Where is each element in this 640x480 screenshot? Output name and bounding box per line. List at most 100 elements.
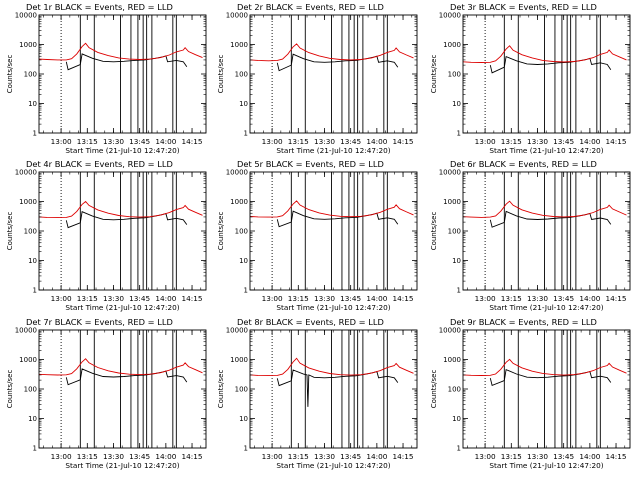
x-tick-label: 13:00 [262,137,283,146]
y-tick-label: 10000 [15,12,37,20]
x-tick-label: 14:00 [579,137,600,146]
x-tick-label: 13:15 [501,137,522,146]
y-tick-label: 10000 [226,169,248,177]
y-axis-label: Counts/sec [6,55,14,94]
y-tick-label: 100 [448,71,461,79]
events-series-line [65,53,188,71]
y-axis-label: Counts/sec [6,370,14,409]
x-tick-label: 13:15 [77,452,98,461]
x-tick-label: 14:15 [606,294,627,303]
plot-frame [38,171,207,291]
detector-panel-7: Det 7r BLACK = Events, RED = LLD Counts/s… [6,317,207,470]
detector-panel-6: Det 6r BLACK = Events, RED = LLD Counts/s… [430,159,631,312]
x-tick-label: 13:15 [501,294,522,303]
lld-series-line [462,358,627,376]
x-tick-label: 13:15 [77,294,98,303]
plot-frame [462,171,631,291]
x-tick-label: 13:30 [314,452,335,461]
y-tick-label: 1000 [443,198,461,206]
y-tick-label: 1 [33,130,37,138]
y-tick-label: 1 [244,287,248,295]
y-axis-label: Counts/sec [430,212,438,251]
y-tick-label: 1000 [19,41,37,49]
x-tick-label: 14:00 [155,452,176,461]
events-series-line [65,211,188,229]
lld-series-line [462,45,627,63]
x-tick-label: 13:15 [501,452,522,461]
y-tick-label: 10000 [226,12,248,20]
y-axis-label: Counts/sec [430,55,438,94]
panel-title: Det 8r BLACK = Events, RED = LLD [237,317,384,327]
y-tick-label: 10 [239,100,248,108]
detector-panel-4: Det 4r BLACK = Events, RED = LLD Counts/s… [6,159,207,312]
x-tick-label: 13:15 [288,294,309,303]
plot-frame [462,14,631,134]
detector-panel-9: Det 9r BLACK = Events, RED = LLD Counts/s… [430,317,631,470]
y-axis-label: Counts/sec [217,212,225,251]
y-tick-label: 100 [24,228,37,236]
panel-title: Det 3r BLACK = Events, RED = LLD [450,2,597,12]
y-tick-label: 1 [457,287,461,295]
x-axis-label: Start Time (21-Jul-10 12:47:20) [489,146,603,155]
x-tick-label: 13:15 [288,137,309,146]
x-axis-label: Start Time (21-Jul-10 12:47:20) [65,146,179,155]
x-tick-label: 13:45 [129,452,150,461]
x-tick-label: 13:00 [51,452,72,461]
x-tick-label: 13:45 [553,294,574,303]
x-tick-label: 13:45 [129,137,150,146]
x-tick-label: 14:00 [366,452,387,461]
detector-panel-1: Det 1r BLACK = Events, RED = LLD Counts/s… [6,2,207,155]
lld-series-line [38,200,203,219]
detector-panel-2: Det 2r BLACK = Events, RED = LLD Counts/s… [217,2,418,155]
x-tick-label: 13:30 [527,294,548,303]
y-tick-label: 10000 [226,327,248,335]
events-series-line [489,210,612,228]
y-axis-label: Counts/sec [217,55,225,94]
x-tick-label: 13:45 [553,137,574,146]
plot-frame [249,329,418,449]
y-tick-label: 10000 [15,327,37,335]
y-tick-label: 1000 [443,356,461,364]
y-tick-label: 1000 [230,41,248,49]
x-tick-label: 13:30 [314,137,335,146]
y-tick-label: 100 [235,228,248,236]
x-tick-label: 13:45 [553,452,574,461]
x-tick-label: 14:15 [182,137,203,146]
lld-series-line [249,357,414,377]
x-tick-label: 13:00 [51,294,72,303]
x-tick-label: 13:00 [262,452,283,461]
y-tick-label: 1 [33,287,37,295]
y-tick-label: 10 [239,415,248,423]
panel-title: Det 7r BLACK = Events, RED = LLD [26,317,173,327]
y-tick-label: 10 [28,100,37,108]
x-tick-label: 13:15 [288,452,309,461]
x-tick-label: 13:00 [475,294,496,303]
y-tick-label: 10 [28,257,37,265]
x-tick-label: 14:00 [366,294,387,303]
x-axis-label: Start Time (21-Jul-10 12:47:20) [489,461,603,470]
y-tick-label: 1 [33,445,37,453]
x-tick-label: 14:00 [579,294,600,303]
y-tick-label: 10 [239,257,248,265]
y-tick-label: 1000 [443,41,461,49]
lld-series-line [249,200,414,218]
x-axis-label: Start Time (21-Jul-10 12:47:20) [489,303,603,312]
y-tick-label: 1000 [230,198,248,206]
y-tick-label: 100 [448,386,461,394]
y-tick-label: 1 [244,130,248,138]
x-tick-label: 14:15 [393,452,414,461]
plot-frame [38,14,207,134]
panel-title: Det 6r BLACK = Events, RED = LLD [450,159,597,169]
events-series-line [489,55,612,74]
panel-title: Det 1r BLACK = Events, RED = LLD [26,2,173,12]
x-axis-label: Start Time (21-Jul-10 12:47:20) [276,461,390,470]
plot-frame [249,14,418,134]
y-tick-label: 100 [235,386,248,394]
x-tick-label: 14:15 [182,452,203,461]
x-tick-label: 13:30 [103,452,124,461]
x-tick-label: 14:15 [606,137,627,146]
x-tick-label: 14:15 [606,452,627,461]
events-series-line [276,210,399,228]
y-tick-label: 1 [457,445,461,453]
